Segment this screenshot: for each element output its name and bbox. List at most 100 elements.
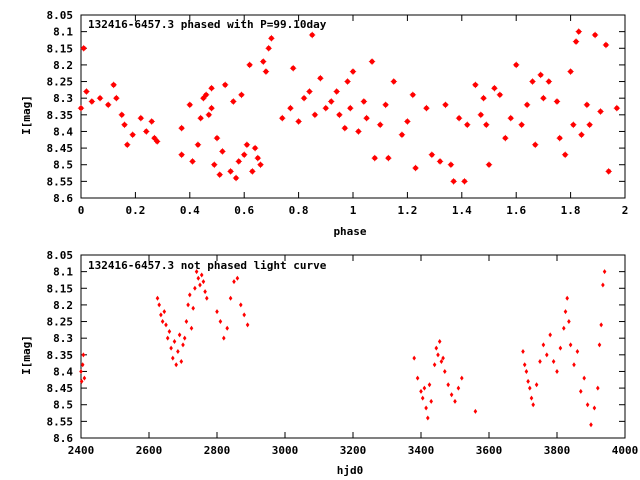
data-point-core xyxy=(190,159,195,164)
data-point-core xyxy=(230,99,236,104)
data-point-core xyxy=(290,65,296,71)
data-point-core xyxy=(260,59,266,64)
data-point xyxy=(522,362,527,368)
data-point-core xyxy=(524,102,530,108)
data-point-core xyxy=(576,29,582,35)
data-point-core xyxy=(154,139,160,144)
plot-frame xyxy=(80,14,626,199)
data-point xyxy=(596,385,600,391)
x-tick-label: 1.4 xyxy=(452,204,472,217)
data-point xyxy=(592,405,597,411)
data-point-core xyxy=(288,105,293,111)
data-point-core xyxy=(301,95,307,101)
data-point-core xyxy=(187,102,193,108)
y-tick-label: 8.2 xyxy=(53,299,73,312)
y-tick-label: 8.55 xyxy=(47,415,74,428)
data-point xyxy=(174,362,178,368)
data-point xyxy=(232,279,236,285)
x-axis-label: hjd0 xyxy=(337,464,364,477)
data-point xyxy=(196,275,201,281)
phased-light-curve-panel: 132416-6457.3 phased with P=99.10day pha… xyxy=(20,9,628,238)
data-point-core xyxy=(222,82,228,88)
x-tick-label: 2800 xyxy=(204,444,231,457)
data-point xyxy=(555,368,559,374)
y-tick-label: 8.05 xyxy=(47,249,74,262)
y-axis-label: I[mag] xyxy=(20,335,33,375)
data-point xyxy=(449,392,454,398)
data-point xyxy=(521,348,525,354)
data-point-core xyxy=(451,178,457,184)
data-point xyxy=(437,339,442,345)
data-point-core xyxy=(211,162,217,168)
data-point-core xyxy=(546,79,552,84)
data-point-core xyxy=(369,59,375,64)
data-point-core xyxy=(152,135,157,141)
data-point-core xyxy=(478,112,484,118)
y-tick-label: 8.5 xyxy=(53,159,73,172)
data-point-core xyxy=(255,155,261,161)
data-point xyxy=(228,295,233,301)
x-tick-label: 3200 xyxy=(340,444,367,457)
data-point xyxy=(167,329,172,335)
x-tick-label: 3000 xyxy=(272,444,299,457)
chart-title: 132416-6457.3 phased with P=99.10day xyxy=(88,18,327,31)
data-point xyxy=(558,345,563,351)
data-point-core xyxy=(429,152,435,158)
data-point-core xyxy=(568,69,573,74)
data-point-core xyxy=(554,99,560,104)
data-point-core xyxy=(383,102,389,108)
data-point-core xyxy=(424,105,429,111)
data-point-core xyxy=(217,172,223,178)
x-tick-label: 0.8 xyxy=(289,204,309,217)
data-point-core xyxy=(570,122,576,128)
data-point xyxy=(205,295,209,301)
x-tick-label: 1.8 xyxy=(561,204,581,217)
data-point xyxy=(415,375,420,381)
data-point-core xyxy=(236,159,242,164)
data-point-core xyxy=(342,125,348,131)
data-point-core xyxy=(203,92,209,98)
data-point xyxy=(82,375,87,381)
y-tick-label: 8.2 xyxy=(53,59,73,72)
data-point xyxy=(157,302,161,308)
data-point-core xyxy=(209,105,214,111)
data-point-core xyxy=(89,99,95,104)
data-point-core xyxy=(307,89,312,94)
data-point-core xyxy=(483,122,489,128)
data-point-core xyxy=(345,79,350,84)
data-point-core xyxy=(81,45,87,51)
data-point-core xyxy=(587,122,593,128)
data-point-core xyxy=(519,122,525,128)
data-point-core xyxy=(405,119,410,124)
data-point xyxy=(473,408,478,414)
data-point xyxy=(218,319,223,325)
y-tick-label: 8.05 xyxy=(47,9,74,22)
x-tick-label: 0.4 xyxy=(180,204,200,217)
x-tick-label: 0.6 xyxy=(234,204,254,217)
data-point-core xyxy=(214,135,220,141)
y-tick-label: 8.25 xyxy=(47,316,74,329)
data-point xyxy=(420,395,425,401)
data-point xyxy=(585,402,590,408)
data-point-core xyxy=(456,115,462,121)
data-point-core xyxy=(347,105,353,111)
unphased-light-curve-panel: 132416-6457.3 not phased light curve hjd… xyxy=(20,249,638,477)
y-tick-label: 8.35 xyxy=(47,109,74,122)
data-point-core xyxy=(124,142,130,148)
data-point-core xyxy=(209,85,214,91)
data-point-core xyxy=(410,92,416,98)
x-tick-label: 0 xyxy=(78,204,85,217)
data-point xyxy=(567,319,571,325)
data-point-core xyxy=(385,155,391,161)
data-point xyxy=(245,322,250,328)
data-point xyxy=(171,355,175,361)
x-tick-label: 1.2 xyxy=(397,204,417,217)
data-point-core xyxy=(492,85,497,91)
data-point-core xyxy=(279,115,285,121)
data-point-core xyxy=(486,162,492,168)
y-tick-label: 8.5 xyxy=(53,399,73,412)
y-tick-label: 8.45 xyxy=(47,382,74,395)
x-tick-label: 2400 xyxy=(68,444,95,457)
data-point-core xyxy=(249,168,255,174)
